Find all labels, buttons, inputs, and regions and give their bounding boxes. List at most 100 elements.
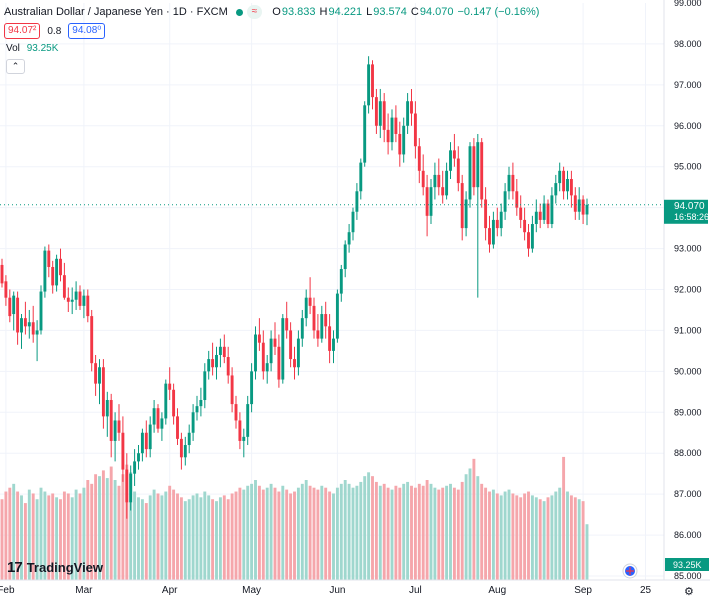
tradingview-logo[interactable]: 17 TradingView — [7, 559, 103, 576]
candle[interactable] — [425, 174, 429, 237]
candle[interactable] — [335, 289, 339, 343]
candle[interactable] — [507, 166, 511, 200]
symbol-title[interactable]: Australian Dollar / Japanese Yen · 1D · … — [4, 6, 228, 18]
candle[interactable] — [273, 322, 277, 355]
candle[interactable] — [491, 211, 495, 249]
candle[interactable] — [16, 291, 20, 345]
candle[interactable] — [27, 309, 31, 339]
candle[interactable] — [484, 187, 488, 241]
candle[interactable] — [562, 166, 566, 200]
candle[interactable] — [523, 207, 527, 241]
candle[interactable] — [402, 117, 406, 163]
candle[interactable] — [94, 354, 98, 396]
candle[interactable] — [293, 346, 296, 380]
candle[interactable] — [445, 162, 449, 200]
candle[interactable] — [222, 334, 226, 364]
candle[interactable] — [113, 412, 117, 462]
candle[interactable] — [285, 301, 289, 339]
candle[interactable] — [230, 367, 234, 413]
candle[interactable] — [23, 301, 27, 335]
candle[interactable] — [74, 281, 78, 310]
candle[interactable] — [460, 174, 464, 241]
candle[interactable] — [394, 105, 398, 143]
candle[interactable] — [101, 359, 105, 429]
candle[interactable] — [137, 445, 140, 470]
candle[interactable] — [351, 207, 355, 241]
candle[interactable] — [86, 289, 90, 323]
candle[interactable] — [581, 195, 585, 225]
candle[interactable] — [488, 215, 491, 253]
candle[interactable] — [4, 275, 8, 306]
candle[interactable] — [429, 178, 433, 225]
candle[interactable] — [324, 301, 328, 339]
candle[interactable] — [456, 146, 460, 192]
candle[interactable] — [125, 453, 129, 519]
candle[interactable] — [569, 170, 573, 208]
candle[interactable] — [82, 289, 86, 319]
candle[interactable] — [172, 383, 176, 425]
candle[interactable] — [250, 363, 254, 413]
candle[interactable] — [538, 203, 542, 229]
candle[interactable] — [176, 408, 179, 446]
candle[interactable] — [367, 56, 371, 114]
candle[interactable] — [499, 203, 503, 237]
candle[interactable] — [495, 207, 499, 237]
candle[interactable] — [43, 246, 47, 298]
candle[interactable] — [129, 465, 133, 511]
candle[interactable] — [179, 432, 183, 470]
candle[interactable] — [308, 277, 312, 315]
candle[interactable] — [374, 88, 378, 134]
candle[interactable] — [144, 420, 148, 458]
candle[interactable] — [542, 195, 546, 225]
candle[interactable] — [386, 113, 390, 155]
candle[interactable] — [378, 88, 382, 139]
candle[interactable] — [332, 330, 335, 364]
candle[interactable] — [39, 285, 43, 335]
candle[interactable] — [70, 287, 74, 315]
candle[interactable] — [207, 350, 211, 380]
candle[interactable] — [558, 162, 562, 192]
candle[interactable] — [472, 138, 476, 196]
sell-price-button[interactable]: 94.07² — [4, 23, 41, 39]
flag-marker[interactable] — [622, 563, 638, 579]
candle[interactable] — [246, 395, 250, 446]
candle[interactable] — [226, 346, 230, 384]
candle[interactable] — [215, 346, 218, 380]
candle[interactable] — [191, 404, 195, 441]
candle[interactable] — [410, 88, 413, 126]
candle[interactable] — [316, 314, 320, 347]
candle[interactable] — [421, 154, 425, 196]
candle[interactable] — [148, 416, 152, 458]
candle[interactable] — [62, 262, 66, 300]
candle[interactable] — [160, 412, 164, 441]
candle[interactable] — [105, 391, 109, 437]
candle[interactable] — [312, 297, 316, 339]
collapse-legend-button[interactable]: ⌃ — [6, 59, 25, 74]
candle[interactable] — [546, 199, 550, 229]
candle[interactable] — [371, 60, 374, 110]
candle[interactable] — [12, 291, 16, 331]
candle[interactable] — [238, 412, 242, 450]
candle[interactable] — [133, 449, 137, 486]
candle[interactable] — [398, 121, 402, 167]
candle[interactable] — [363, 101, 367, 167]
candle[interactable] — [300, 309, 304, 347]
candle[interactable] — [168, 367, 172, 401]
candle[interactable] — [511, 162, 515, 200]
candle[interactable] — [328, 314, 332, 364]
candle[interactable] — [530, 215, 534, 253]
candle[interactable] — [269, 330, 273, 372]
candle[interactable] — [359, 158, 363, 200]
candle[interactable] — [515, 178, 519, 216]
candle[interactable] — [339, 264, 343, 302]
candle[interactable] — [234, 395, 238, 429]
candle[interactable] — [449, 142, 452, 179]
candle[interactable] — [413, 101, 417, 159]
candle[interactable] — [78, 285, 82, 310]
candle[interactable] — [117, 404, 121, 441]
candle[interactable] — [265, 354, 269, 384]
candle[interactable] — [66, 287, 70, 313]
candle[interactable] — [152, 400, 156, 433]
candle[interactable] — [433, 162, 437, 200]
candle[interactable] — [0, 258, 4, 288]
